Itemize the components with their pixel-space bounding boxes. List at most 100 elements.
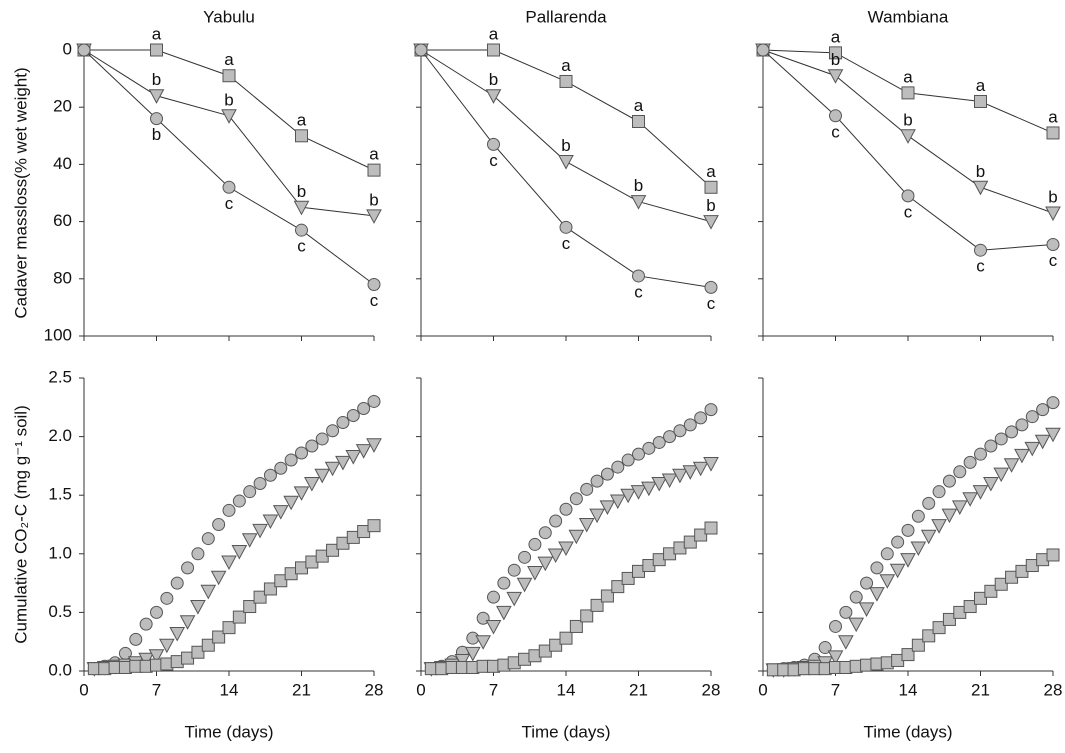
square-marker [694, 528, 708, 542]
triangle-marker [1014, 448, 1030, 464]
circle-marker [284, 453, 298, 467]
significance-letter: b [634, 176, 643, 195]
square-marker [274, 574, 288, 588]
significance-letter: c [904, 202, 913, 221]
circle-marker [549, 514, 563, 528]
significance-letter: c [489, 151, 498, 170]
triangle-marker [931, 519, 947, 534]
significance-letter: b [903, 110, 912, 129]
significance-letter: a [976, 76, 986, 95]
circle-marker [953, 465, 967, 479]
triangle-marker [324, 461, 341, 477]
triangle-marker [355, 444, 372, 459]
square-marker [901, 648, 915, 662]
circle-marker [497, 576, 511, 590]
circle-marker [704, 403, 718, 417]
triangle-marker [335, 455, 351, 471]
square-marker [621, 571, 635, 585]
panel-title: Wambiana [868, 7, 949, 26]
significance-letter: a [706, 162, 716, 181]
triangle-marker [231, 544, 248, 560]
x-tick-label: 7 [152, 680, 161, 699]
triangle-marker [900, 129, 916, 144]
square-marker [590, 598, 604, 612]
circle-marker [580, 482, 594, 496]
triangle-marker [454, 653, 471, 669]
circle-marker [222, 180, 236, 194]
circle-marker [222, 503, 236, 517]
significance-letter: a [369, 145, 379, 164]
triangle-marker [672, 468, 688, 484]
triangle-marker [661, 473, 678, 489]
square-marker [326, 543, 340, 557]
triangle-marker [558, 541, 574, 556]
triangle-marker [537, 556, 554, 572]
triangle-marker [1045, 427, 1061, 443]
circle-marker [274, 461, 288, 475]
x-tick-label: 21 [292, 680, 311, 699]
triangle-marker [345, 450, 362, 465]
x-tick-label: 28 [702, 680, 721, 699]
triangle-marker [283, 495, 299, 511]
triangle-marker [547, 548, 564, 564]
square-marker [222, 69, 236, 83]
circle-marker [170, 576, 184, 590]
significance-letter: a [561, 56, 571, 75]
square-marker [232, 610, 246, 624]
circle-marker [870, 561, 884, 575]
triangle-marker [910, 541, 927, 556]
triangle-marker [496, 605, 512, 621]
triangle-marker [475, 635, 491, 650]
circle-marker [326, 424, 340, 438]
triangle-marker [527, 566, 543, 581]
square-marker [911, 638, 925, 652]
circle-marker [984, 439, 998, 453]
significance-letter: b [152, 70, 161, 89]
circle-marker [295, 223, 308, 237]
triangle-marker [589, 508, 605, 524]
y-axis-label: Cumulative CO₂-C (mg g⁻¹ soil) [11, 405, 30, 644]
circle-marker [1005, 425, 1019, 439]
circle-marker [336, 416, 350, 430]
circle-marker [1036, 403, 1050, 417]
square-marker [1046, 126, 1060, 140]
significance-letter: c [831, 122, 840, 141]
triangle-marker [630, 195, 647, 210]
x-tick-label: 0 [416, 680, 425, 699]
triangle-marker [221, 555, 237, 571]
circle-marker [963, 455, 977, 469]
circle-marker [694, 411, 708, 425]
triangle-marker [951, 500, 968, 515]
circle-marker [839, 605, 853, 619]
y-tick-label: 2.5 [48, 367, 72, 386]
circle-marker [891, 535, 905, 549]
circle-marker [191, 547, 205, 561]
circle-marker [901, 523, 915, 537]
square-marker [704, 521, 718, 535]
triangle-marker [941, 508, 958, 524]
triangle-marker [200, 584, 217, 600]
triangle-marker [827, 650, 844, 665]
circle-marker [487, 590, 500, 604]
triangle-marker [485, 619, 502, 635]
square-marker [994, 577, 1008, 591]
x-tick-label: 0 [758, 680, 767, 699]
circle-marker [632, 269, 645, 283]
y-tick-label: 80 [53, 268, 72, 287]
significance-letter: b [224, 90, 233, 109]
triangle-marker [972, 485, 989, 500]
circle-marker [367, 394, 381, 408]
square-marker [295, 129, 308, 143]
triangle-marker [190, 600, 206, 615]
x-tick-label: 7 [489, 680, 498, 699]
square-marker [559, 631, 573, 645]
square-marker [984, 584, 998, 598]
square-marker [487, 43, 500, 57]
significance-letter: c [976, 257, 985, 276]
circle-marker [129, 632, 143, 646]
triangle-marker [879, 574, 896, 589]
square-marker [191, 645, 205, 659]
significance-letter: b [369, 190, 378, 209]
significance-letter: b [152, 125, 161, 144]
